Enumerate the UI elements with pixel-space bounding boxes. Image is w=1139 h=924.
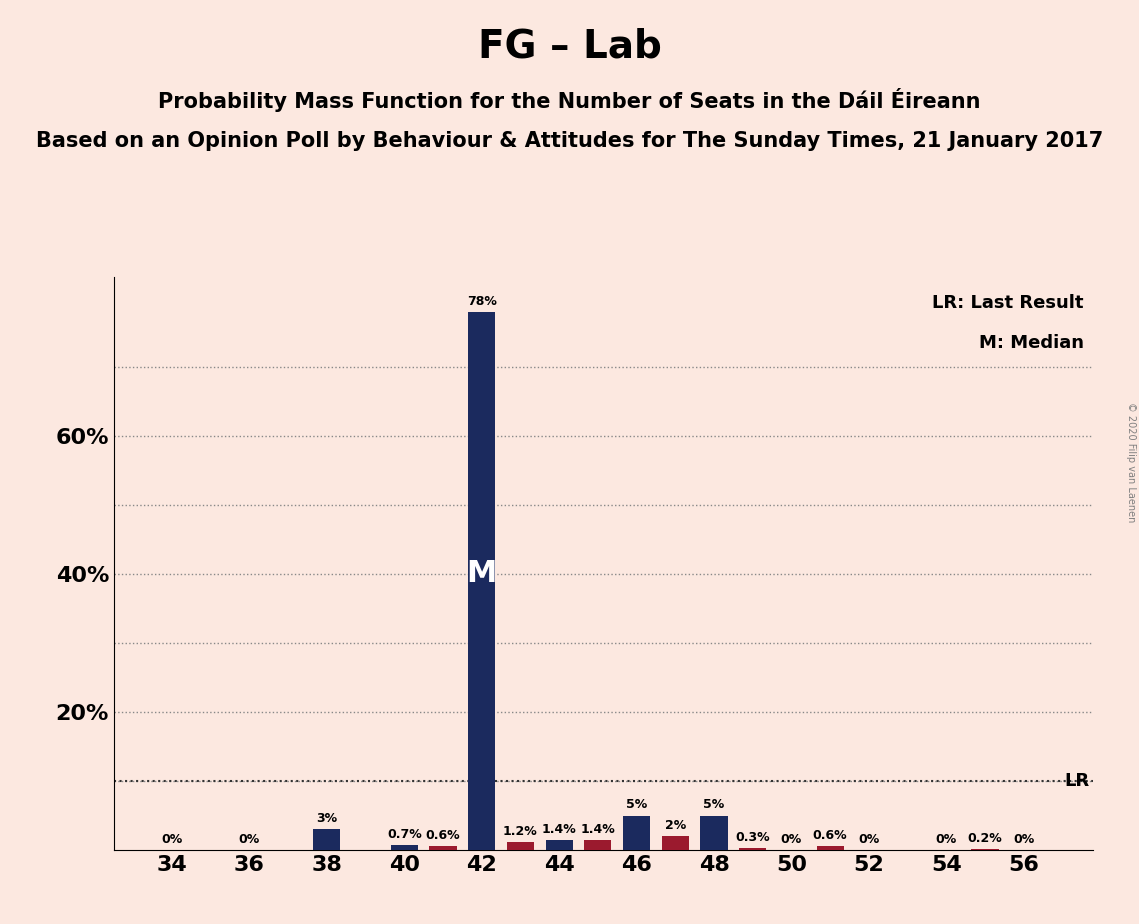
Text: 0.6%: 0.6% [813,829,847,842]
Text: 0.3%: 0.3% [736,831,770,844]
Text: 0%: 0% [162,833,182,846]
Text: 5%: 5% [704,798,724,811]
Text: Based on an Opinion Poll by Behaviour & Attitudes for The Sunday Times, 21 Janua: Based on an Opinion Poll by Behaviour & … [35,131,1104,152]
Text: M: M [467,560,497,589]
Text: M: Median: M: Median [978,334,1083,352]
Bar [584,841,612,850]
Text: 0.7%: 0.7% [387,828,421,841]
Text: Probability Mass Function for the Number of Seats in the Dáil Éireann: Probability Mass Function for the Number… [158,88,981,112]
Bar [972,849,999,850]
Bar [313,830,341,850]
Bar [391,845,418,850]
Bar [739,848,767,850]
Text: 0.6%: 0.6% [426,829,460,842]
Text: 1.4%: 1.4% [542,823,576,836]
Text: 1.2%: 1.2% [503,824,538,838]
Text: LR: LR [1065,772,1090,790]
Text: 0%: 0% [781,833,802,846]
Bar [429,846,457,850]
Text: 1.4%: 1.4% [581,823,615,836]
Bar [662,836,689,850]
Bar [546,841,573,850]
Text: 0%: 0% [859,833,879,846]
Text: 0%: 0% [1013,833,1034,846]
Text: © 2020 Filip van Laenen: © 2020 Filip van Laenen [1126,402,1136,522]
Bar [468,311,495,850]
Bar [623,816,650,850]
Text: 5%: 5% [626,798,647,811]
Bar [817,846,844,850]
Text: LR: Last Result: LR: Last Result [932,295,1083,312]
Text: 0%: 0% [239,833,260,846]
Text: 0.2%: 0.2% [968,832,1002,845]
Text: 2%: 2% [665,820,686,833]
Bar [507,842,534,850]
Text: 0%: 0% [936,833,957,846]
Text: FG – Lab: FG – Lab [477,28,662,66]
Text: 78%: 78% [467,295,497,308]
Text: 3%: 3% [317,812,337,825]
Bar [700,816,728,850]
